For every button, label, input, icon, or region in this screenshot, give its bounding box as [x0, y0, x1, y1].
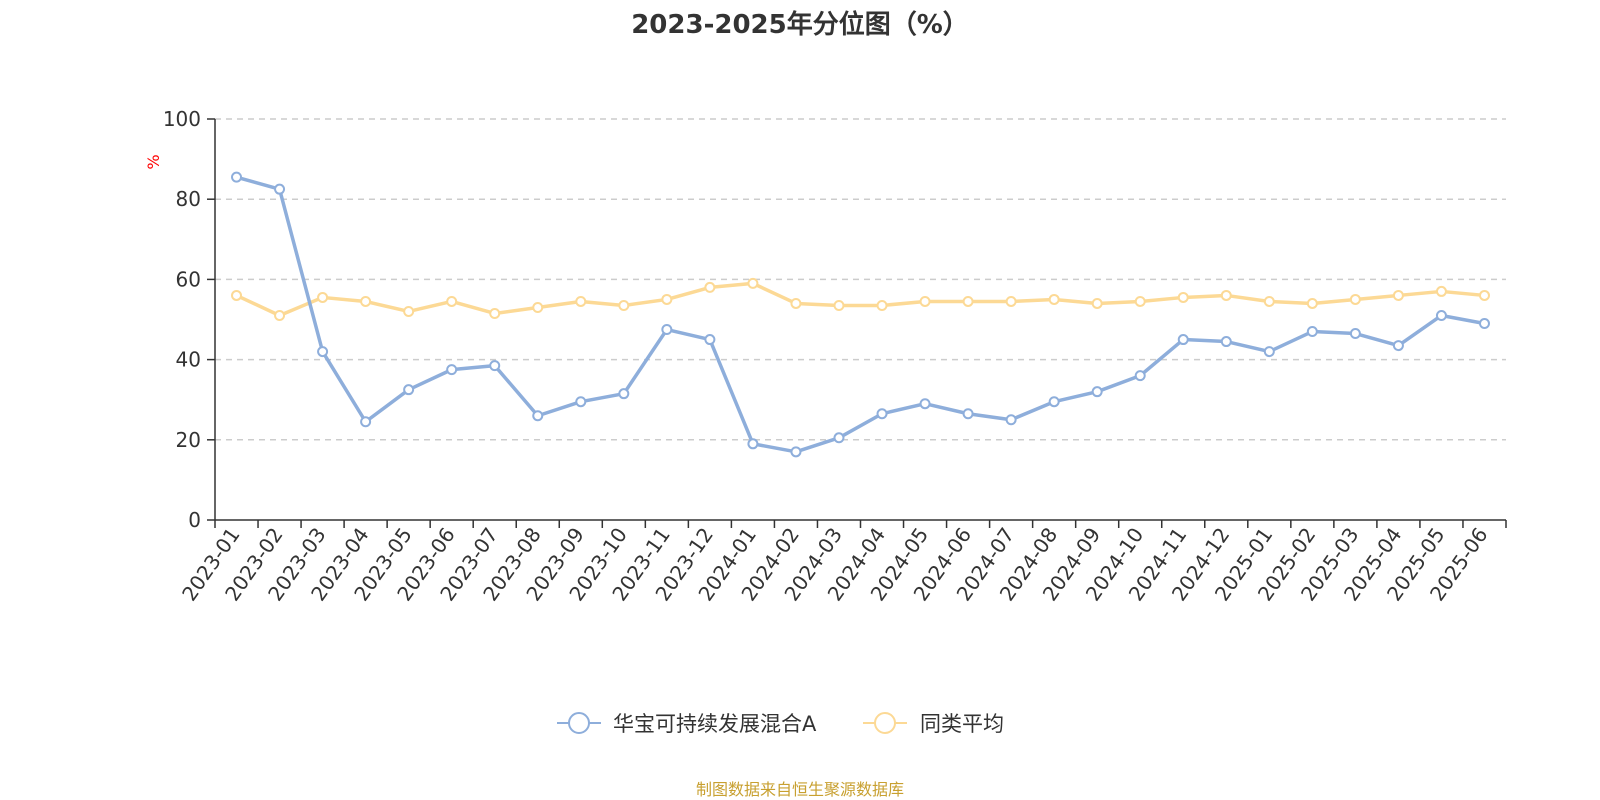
data-point[interactable] [1220, 289, 1232, 301]
data-point[interactable] [1349, 328, 1361, 340]
data-point[interactable] [1306, 326, 1318, 338]
data-point[interactable] [1134, 370, 1146, 382]
data-point[interactable] [403, 384, 415, 396]
chart-title: 2023-2025年分位图（%） [631, 9, 969, 40]
data-point[interactable] [962, 295, 974, 307]
data-point[interactable] [1220, 336, 1232, 348]
data-point[interactable] [532, 410, 544, 422]
data-point[interactable] [1177, 334, 1189, 346]
data-point[interactable] [876, 299, 888, 311]
data-point[interactable] [317, 346, 329, 358]
data-point[interactable] [661, 293, 673, 305]
y-tick-label: 100 [163, 107, 201, 131]
data-point[interactable] [1349, 293, 1361, 305]
data-point[interactable] [1263, 295, 1275, 307]
y-tick-label: 0 [188, 508, 201, 532]
series-1 [231, 277, 1490, 321]
data-point[interactable] [661, 324, 673, 336]
data-point[interactable] [919, 295, 931, 307]
data-point[interactable] [360, 295, 372, 307]
data-point[interactable] [231, 289, 243, 301]
legend-label: 华宝可持续发展混合A [613, 712, 817, 736]
data-point[interactable] [274, 183, 286, 195]
data-point[interactable] [403, 305, 415, 317]
data-point[interactable] [962, 408, 974, 420]
data-point[interactable] [1091, 297, 1103, 309]
data-point[interactable] [704, 334, 716, 346]
data-point[interactable] [1048, 293, 1060, 305]
x-axis-ticks: 2023-012023-022023-032023-042023-052023-… [177, 520, 1507, 605]
data-point[interactable] [618, 299, 630, 311]
data-point[interactable] [618, 388, 630, 400]
data-point[interactable] [876, 408, 888, 420]
data-point[interactable] [790, 446, 802, 458]
data-point[interactable] [1134, 295, 1146, 307]
data-point[interactable] [360, 416, 372, 428]
data-point[interactable] [1091, 386, 1103, 398]
data-point[interactable] [1392, 289, 1404, 301]
data-point[interactable] [489, 360, 501, 372]
data-point[interactable] [575, 396, 587, 408]
y-tick-label: 60 [176, 267, 201, 291]
legend-item-0[interactable]: 华宝可持续发展混合A [557, 712, 817, 736]
series-0 [231, 171, 1490, 458]
data-point[interactable] [231, 171, 243, 183]
data-point[interactable] [790, 297, 802, 309]
data-point[interactable] [489, 307, 501, 319]
y-axis-ticks: 0 20 40 60 80 100 [163, 107, 215, 532]
data-point[interactable] [1005, 414, 1017, 426]
data-point[interactable] [1478, 289, 1490, 301]
data-point[interactable] [1177, 291, 1189, 303]
legend-item-1[interactable]: 同类平均 [863, 712, 1004, 736]
data-point[interactable] [747, 277, 759, 289]
legend-label: 同类平均 [920, 712, 1004, 736]
data-point[interactable] [317, 291, 329, 303]
series-line [236, 175, 1485, 454]
data-point[interactable] [1005, 295, 1017, 307]
y-axis-label: % [144, 154, 163, 169]
source-note: 制图数据来自恒生聚源数据库 [696, 780, 904, 799]
plot-area [231, 171, 1490, 458]
axes [214, 119, 1506, 521]
data-point[interactable] [1306, 297, 1318, 309]
data-point[interactable] [446, 364, 458, 376]
data-point[interactable] [833, 299, 845, 311]
data-point[interactable] [532, 301, 544, 313]
legend[interactable]: 华宝可持续发展混合A 同类平均 [557, 712, 1004, 736]
data-point[interactable] [1263, 346, 1275, 358]
data-point[interactable] [704, 281, 716, 293]
data-point[interactable] [747, 438, 759, 450]
data-point[interactable] [446, 295, 458, 307]
data-point[interactable] [274, 309, 286, 321]
data-point[interactable] [1435, 309, 1447, 321]
data-point[interactable] [1392, 340, 1404, 352]
data-point[interactable] [1435, 285, 1447, 297]
data-point[interactable] [1048, 396, 1060, 408]
data-point[interactable] [1478, 318, 1490, 330]
y-tick-label: 20 [176, 428, 201, 452]
y-tick-label: 40 [176, 348, 201, 372]
legend-swatch-marker [874, 712, 896, 734]
series-line [235, 281, 1485, 318]
y-tick-label: 80 [176, 187, 201, 211]
data-point[interactable] [833, 432, 845, 444]
data-point[interactable] [575, 295, 587, 307]
legend-swatch-marker [568, 712, 590, 734]
data-point[interactable] [919, 398, 931, 410]
